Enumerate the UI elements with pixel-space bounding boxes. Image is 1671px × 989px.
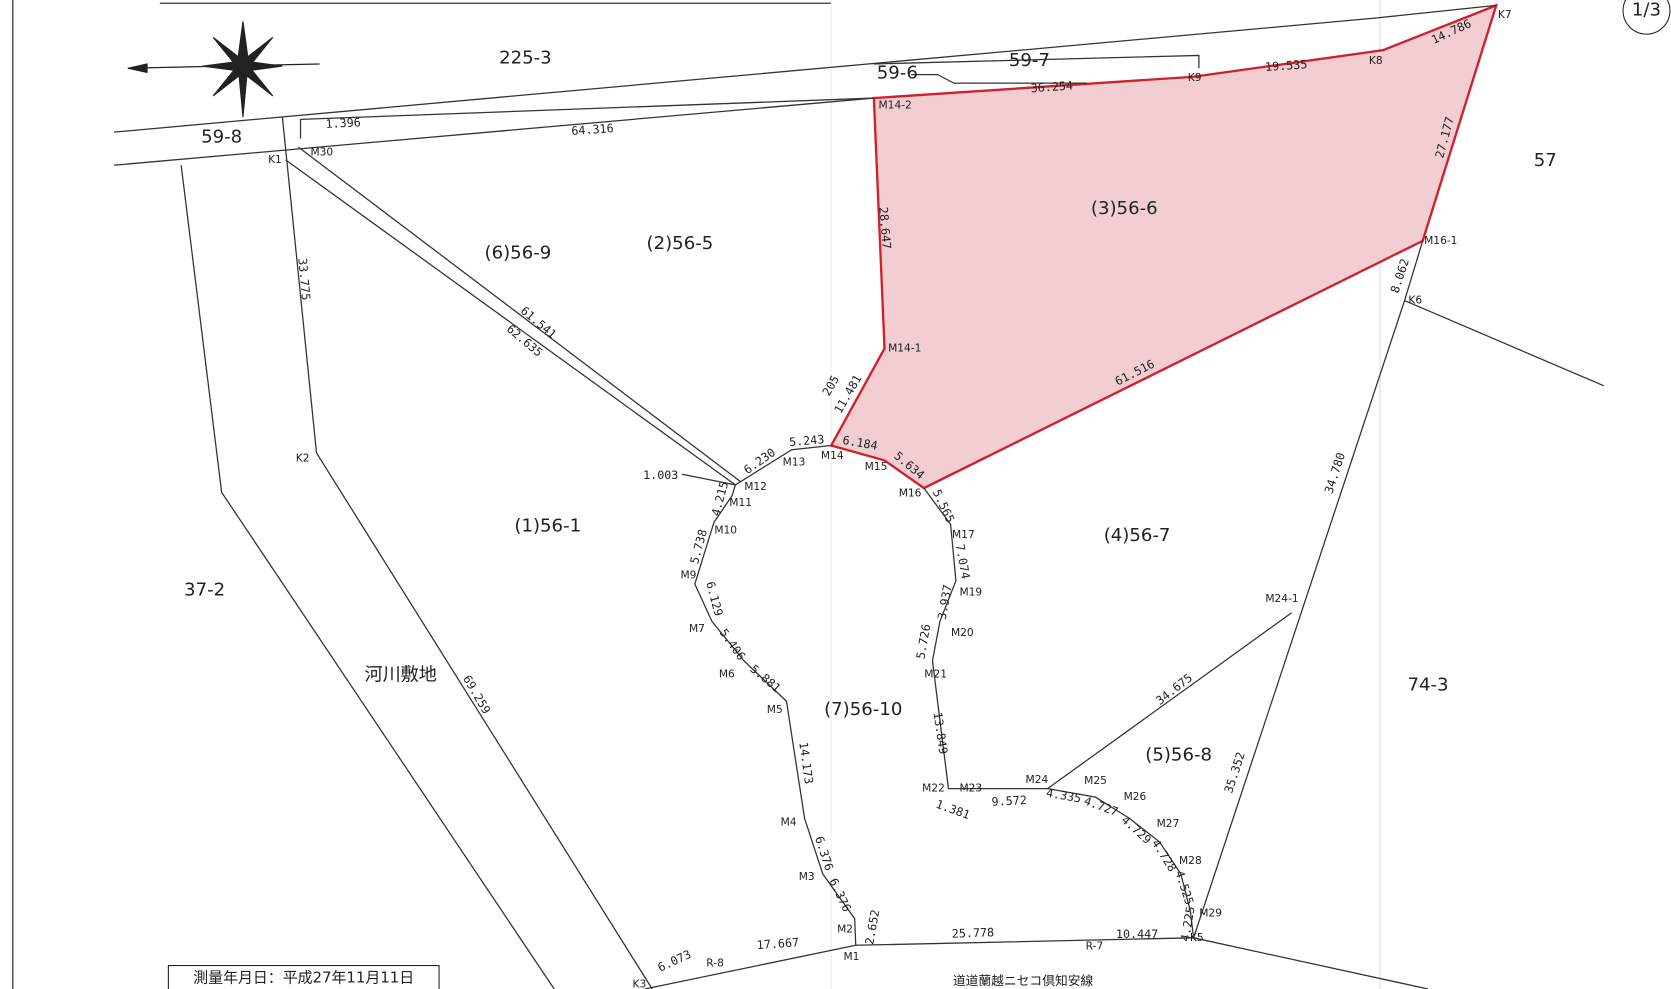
- distance-label: 5.565: [930, 487, 958, 525]
- point-label: M7: [689, 622, 705, 635]
- parcel-label: 74-3: [1407, 674, 1448, 695]
- distance-label: 36.254: [1030, 78, 1073, 95]
- distance-label: 6.376: [826, 876, 854, 914]
- point-label: M20: [951, 626, 974, 639]
- point-label: K2: [296, 451, 310, 464]
- page: {"page_number":"1/3", "parcels":["225-3"…: [0, 0, 1671, 989]
- point-label: M25: [1084, 774, 1107, 787]
- distance-label: 33.775: [295, 257, 313, 300]
- parcel-label: (2)56-5: [647, 233, 714, 254]
- distance-label: 4.335: [1045, 786, 1082, 806]
- distance-label: 34.675: [1153, 671, 1195, 708]
- parcel-label: (1)56-1: [514, 515, 581, 536]
- point-label: K1: [268, 153, 282, 166]
- point-label: M22: [922, 782, 945, 795]
- point-label: M30: [310, 145, 333, 158]
- point-label: M24: [1026, 773, 1049, 786]
- point-label: M16: [899, 486, 922, 499]
- point-label: M1: [844, 950, 860, 963]
- point-label: R-7: [1086, 939, 1104, 952]
- distance-label: 28.647: [876, 206, 894, 249]
- point-label: M19: [959, 586, 982, 599]
- road-name: 道道蘭越ニセコ倶知安線: [953, 973, 1094, 989]
- distance-label: 4.728: [1149, 837, 1180, 874]
- point-label: M4: [781, 816, 797, 829]
- point-label: M21: [924, 668, 947, 681]
- distance-label: 13.849: [931, 711, 951, 755]
- distance-label: 25.778: [952, 925, 995, 940]
- point-label: M9: [680, 568, 696, 581]
- point-label: K3: [633, 978, 647, 989]
- point-label: K6: [1408, 294, 1422, 307]
- parcel-label: 59-6: [877, 63, 918, 84]
- point-label: K7: [1498, 8, 1512, 21]
- distance-label: 5.726: [914, 623, 934, 660]
- point-label: M5: [767, 703, 783, 716]
- survey-date: 測量年月日：平成27年11月11日: [193, 968, 414, 986]
- distance-label: 19.535: [1265, 57, 1308, 74]
- point-label: M14-1: [888, 342, 921, 355]
- parcel-label: (7)56-10: [824, 699, 902, 720]
- parcel-label: 225-3: [499, 48, 552, 69]
- cadastral-map: 1/3 測量年月日：平成27年11月11日 道道蘭越ニセコ倶知安線 225-3 5…: [0, 0, 1671, 989]
- point-label: M24-1: [1265, 592, 1298, 605]
- parcel-label: (4)56-7: [1104, 525, 1171, 546]
- point-label: M27: [1157, 817, 1180, 830]
- distance-label: 1.396: [325, 115, 361, 131]
- point-label: M2: [837, 922, 853, 935]
- point-label: M23: [959, 782, 982, 795]
- point-label: M28: [1179, 854, 1202, 867]
- point-label: R-8: [706, 956, 724, 969]
- distance-label: 4.215: [709, 480, 732, 518]
- parcel-label: 57: [1534, 150, 1557, 171]
- point-label: M3: [799, 870, 815, 883]
- page-number: 1/3: [1632, 0, 1661, 21]
- parcel-label: 59-7: [1009, 50, 1050, 71]
- point-label: K8: [1369, 54, 1383, 67]
- highlighted-parcel: [831, 5, 1496, 488]
- distance-label: 4.525: [1172, 869, 1196, 907]
- distance-label: 4.727: [1082, 794, 1120, 819]
- point-label: M14-2: [879, 99, 912, 112]
- distance-label: 4.729: [1119, 813, 1155, 847]
- point-label: M17: [952, 528, 975, 541]
- distance-label: 34.780: [1322, 451, 1348, 496]
- parcel-label: (3)56-6: [1091, 198, 1158, 219]
- point-label: M13: [783, 456, 806, 469]
- point-label: M15: [865, 460, 888, 473]
- point-label: K9: [1188, 71, 1202, 84]
- parcel-label: 59-8: [201, 126, 242, 147]
- parcel-label: (5)56-8: [1145, 745, 1212, 766]
- distance-label: 10.447: [1116, 927, 1158, 941]
- distance-label: 1.381: [934, 797, 972, 822]
- distance-label: 5.881: [747, 662, 783, 695]
- distance-label: 5.406: [717, 626, 749, 663]
- distance-label: 3.937: [935, 583, 955, 620]
- distance-label: 1.003: [643, 468, 678, 482]
- point-label: M12: [744, 480, 767, 493]
- distance-label: 9.572: [991, 793, 1027, 809]
- distance-label: 17.667: [756, 935, 799, 952]
- point-label: M16-1: [1424, 234, 1457, 247]
- parcel-label: 河川敷地: [364, 665, 436, 686]
- distance-label: 14.173: [796, 741, 816, 785]
- point-label: M10: [714, 524, 737, 537]
- distance-label: 6.073: [655, 947, 693, 975]
- parcel-label: (6)56-9: [485, 243, 552, 264]
- distance-label: 35.352: [1221, 750, 1247, 795]
- distance-label: 2.652: [862, 908, 882, 945]
- parcel-label: 37-2: [184, 579, 225, 600]
- point-label: M26: [1124, 790, 1147, 803]
- compass: [128, 21, 320, 117]
- point-label: M14: [821, 449, 844, 462]
- point-label: M6: [719, 668, 735, 681]
- point-label: M29: [1199, 906, 1222, 919]
- distance-label: 64.316: [571, 121, 614, 138]
- point-label: M11: [729, 496, 752, 509]
- distance-label: 6.129: [703, 580, 726, 618]
